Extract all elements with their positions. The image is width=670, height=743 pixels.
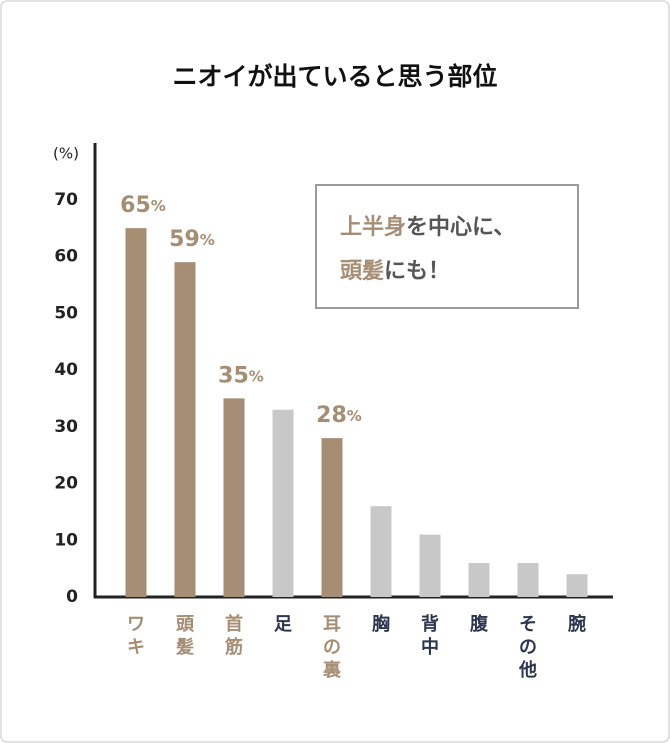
bar xyxy=(468,562,490,597)
data-label: 35% xyxy=(218,363,264,388)
y-tick-label: 10 xyxy=(54,530,78,550)
x-tick-label: 足 xyxy=(274,614,292,635)
x-tick-label: 背中 xyxy=(421,613,439,658)
x-tick-label: 頭髪 xyxy=(175,614,195,658)
y-tick-label: 40 xyxy=(54,360,78,380)
x-tick-label: 腕 xyxy=(568,613,586,635)
data-label: 28% xyxy=(316,403,362,428)
annotation-line: 上半身を中心に、 xyxy=(340,214,515,240)
annotation-text: にも！ xyxy=(384,259,450,284)
annotation-text: を中心に、 xyxy=(406,215,515,240)
y-tick-label: 60 xyxy=(54,247,78,267)
x-tick-label: 胸 xyxy=(372,613,390,635)
annotation-text: 頭髪 xyxy=(340,259,384,284)
bar xyxy=(321,438,343,597)
y-axis-unit: (%) xyxy=(53,145,79,163)
annotation-box xyxy=(315,184,579,309)
bar xyxy=(419,534,441,597)
chart-title: ニオイが出ていると思う部位 xyxy=(172,62,497,91)
bar xyxy=(370,506,392,597)
y-tick-label: 50 xyxy=(54,303,78,323)
data-label: 59% xyxy=(169,227,215,252)
x-tick-label: 腹 xyxy=(470,613,489,635)
bar xyxy=(517,562,539,597)
y-tick-label: 70 xyxy=(54,190,78,210)
annotation-text: 上半身 xyxy=(340,214,406,240)
x-tick-label: 耳の裏 xyxy=(322,614,342,681)
bar xyxy=(566,574,588,597)
y-tick-label: 0 xyxy=(66,587,78,607)
bar xyxy=(272,409,294,597)
x-tick-label: 首筋 xyxy=(225,613,243,658)
annotation-line: 頭髪にも！ xyxy=(340,259,450,284)
bar xyxy=(174,262,196,597)
bar xyxy=(223,398,245,597)
x-tick-label: ワキ xyxy=(127,614,145,658)
bar xyxy=(125,228,147,597)
y-tick-label: 20 xyxy=(54,474,78,494)
x-tick-label: その他 xyxy=(518,614,537,681)
data-label: 65% xyxy=(120,193,166,218)
y-tick-label: 30 xyxy=(54,417,78,437)
